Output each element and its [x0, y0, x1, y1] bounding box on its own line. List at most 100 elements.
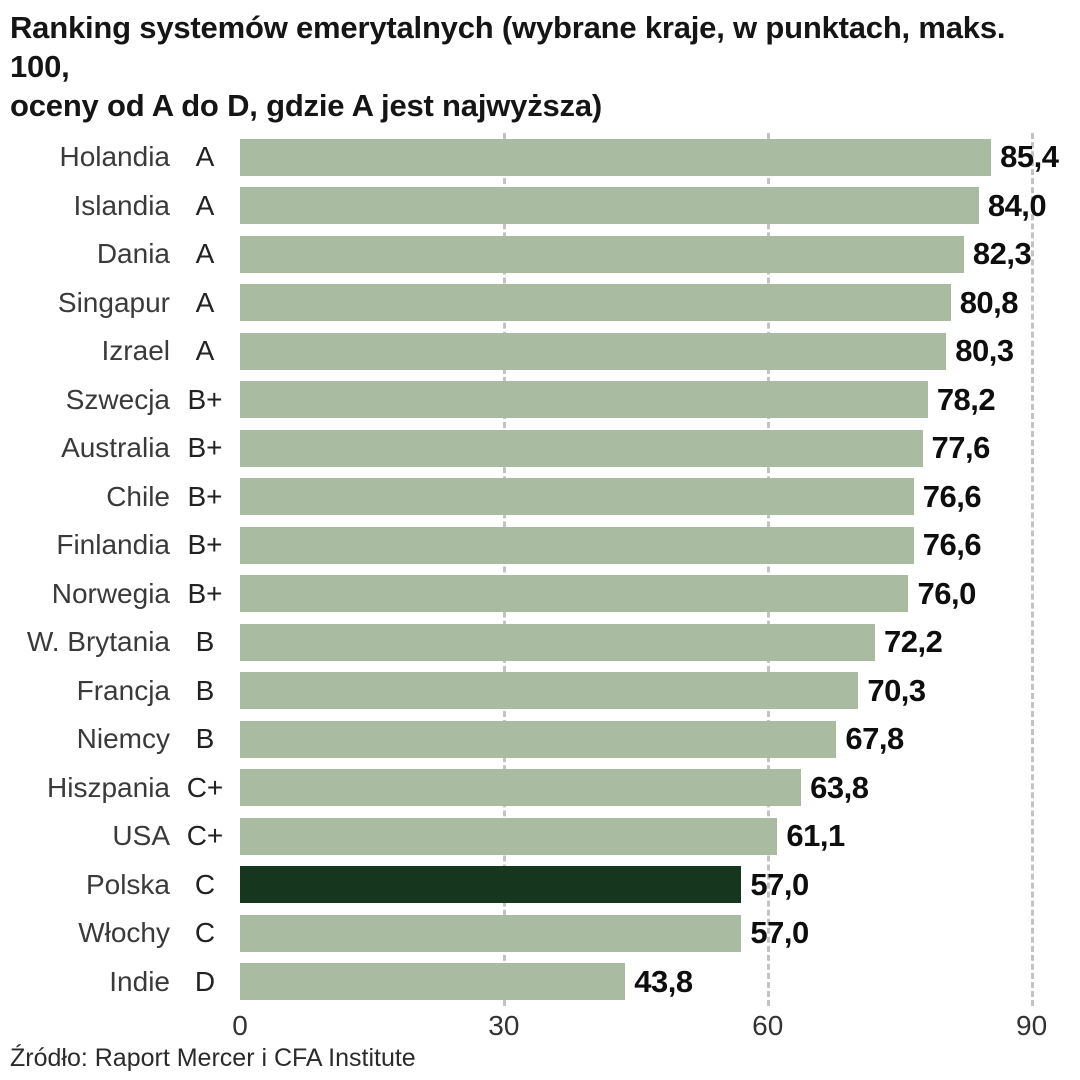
x-axis-tick: 30 [488, 1010, 520, 1041]
bar-cell: 78,2 [240, 376, 1058, 425]
value-label: 80,8 [959, 284, 1019, 320]
grade-label: A [195, 189, 215, 221]
title-line-1: Ranking systemów emerytalnych (wybrane k… [10, 10, 1006, 85]
grade-label: B [195, 626, 215, 658]
country-label: Chile [106, 480, 170, 512]
bar-row: Singapur A 80,8 [10, 279, 1058, 328]
gridline [502, 133, 506, 1006]
value-label: 80,3 [955, 333, 1014, 369]
bar-row: Szwecja B+ 78,2 [10, 376, 1058, 425]
bar [240, 526, 914, 564]
grade-label: D [194, 965, 216, 997]
bar-row: Norwegia B+ 76,0 [10, 570, 1058, 619]
bar-cell: 72,2 [240, 618, 1058, 667]
bar [240, 963, 626, 1001]
bar-cell: 80,8 [240, 279, 1058, 328]
country-label: Finlandia [56, 529, 170, 561]
grade-label: B [195, 723, 215, 755]
country-label: Francja [76, 674, 170, 706]
bar [240, 187, 979, 225]
value-label: 76,0 [917, 575, 976, 611]
x-axis-tick: 60 [752, 1010, 784, 1041]
bar-row: Niemcy B 67,8 [10, 715, 1058, 764]
bar-cell: 43,8 [240, 958, 1058, 1007]
value-label: 82,3 [972, 236, 1032, 272]
country-label: Australia [61, 432, 170, 464]
bar [240, 720, 837, 758]
value-label: 84,0 [987, 187, 1047, 223]
country-label: Szwecja [65, 383, 170, 415]
value-label: 67,8 [845, 721, 904, 757]
value-label: 43,8 [634, 963, 693, 999]
country-label: Norwegia [51, 577, 170, 609]
grade-label: A [195, 141, 215, 173]
bar-cell: 61,1 [240, 812, 1058, 861]
bar [240, 478, 914, 516]
grade-label: C [194, 917, 216, 949]
chart-rows: Holandia A 85,4 Islandia A 84,0 Dania A … [10, 133, 1059, 1007]
grade-label: B [195, 674, 215, 706]
country-label: Izrael [101, 335, 170, 367]
value-label: 76,6 [922, 478, 982, 514]
bar-cell: 76,0 [240, 570, 1058, 619]
country-label: Hiszpania [47, 771, 170, 803]
country-label: Polska [85, 868, 170, 900]
bar-cell: 85,4 [240, 133, 1059, 182]
value-label: 57,0 [750, 915, 809, 951]
bar [240, 769, 802, 807]
bar-cell: 67,8 [240, 715, 1058, 764]
page-title: Ranking systemów emerytalnych (wybrane k… [10, 8, 1058, 125]
grade-label: A [195, 238, 215, 270]
bar-cell: 76,6 [240, 521, 1058, 570]
bar [240, 235, 964, 273]
bar-row: Polska C 57,0 [10, 861, 1058, 910]
bar [240, 672, 859, 710]
country-label: Islandia [73, 189, 170, 221]
grade-label: B+ [187, 529, 223, 561]
bar-cell: 80,3 [240, 327, 1058, 376]
bar-row: Holandia A 85,4 [10, 133, 1059, 182]
country-label: Dania [96, 238, 170, 270]
country-label: W. Brytania [26, 626, 170, 658]
bar [240, 866, 742, 904]
x-axis: 0 30 60 90 [232, 1006, 1058, 1042]
bar-cell: 70,3 [240, 667, 1058, 716]
bar [240, 575, 909, 613]
bar-cell: 84,0 [240, 182, 1058, 231]
grade-label: B+ [187, 383, 223, 415]
bar [240, 381, 928, 419]
bar-chart: Holandia A 85,4 Islandia A 84,0 Dania A … [10, 133, 1059, 1042]
x-axis-tick: 0 [232, 1010, 248, 1041]
bar-cell: 57,0 [240, 909, 1058, 958]
country-label: USA [112, 820, 170, 852]
bar-row: Indie D 43,8 [10, 958, 1058, 1007]
gridlines [240, 133, 1058, 1006]
grade-label: A [195, 335, 215, 367]
country-label: Singapur [57, 286, 170, 318]
bar-row: Hiszpania C+ 63,8 [10, 764, 1058, 813]
value-label: 57,0 [750, 866, 809, 902]
bar [240, 332, 947, 370]
grade-label: B+ [187, 432, 223, 464]
bar [240, 284, 951, 322]
value-label: 76,6 [922, 527, 982, 563]
title-line-2: oceny od A do D, gdzie A jest najwyższa) [10, 88, 603, 124]
plot-area: Holandia A 85,4 Islandia A 84,0 Dania A … [10, 133, 1059, 1007]
country-label: Indie [109, 965, 170, 997]
country-label: Niemcy [76, 723, 170, 755]
value-label: 61,1 [786, 818, 845, 854]
bar-row: Australia B+ 77,6 [10, 424, 1058, 473]
value-label: 63,8 [810, 769, 869, 805]
bar [240, 914, 742, 952]
bar-row: W. Brytania B 72,2 [10, 618, 1058, 667]
bar-cell: 63,8 [240, 764, 1058, 813]
country-label: Holandia [59, 141, 170, 173]
bar [240, 623, 876, 661]
bar-row: Francja B 70,3 [10, 667, 1058, 716]
value-label: 72,2 [884, 624, 943, 660]
gridline [766, 133, 770, 1006]
bar-cell: 82,3 [240, 230, 1058, 279]
gridline [1030, 133, 1034, 1006]
value-label: 70,3 [867, 672, 926, 708]
bar [240, 138, 992, 176]
